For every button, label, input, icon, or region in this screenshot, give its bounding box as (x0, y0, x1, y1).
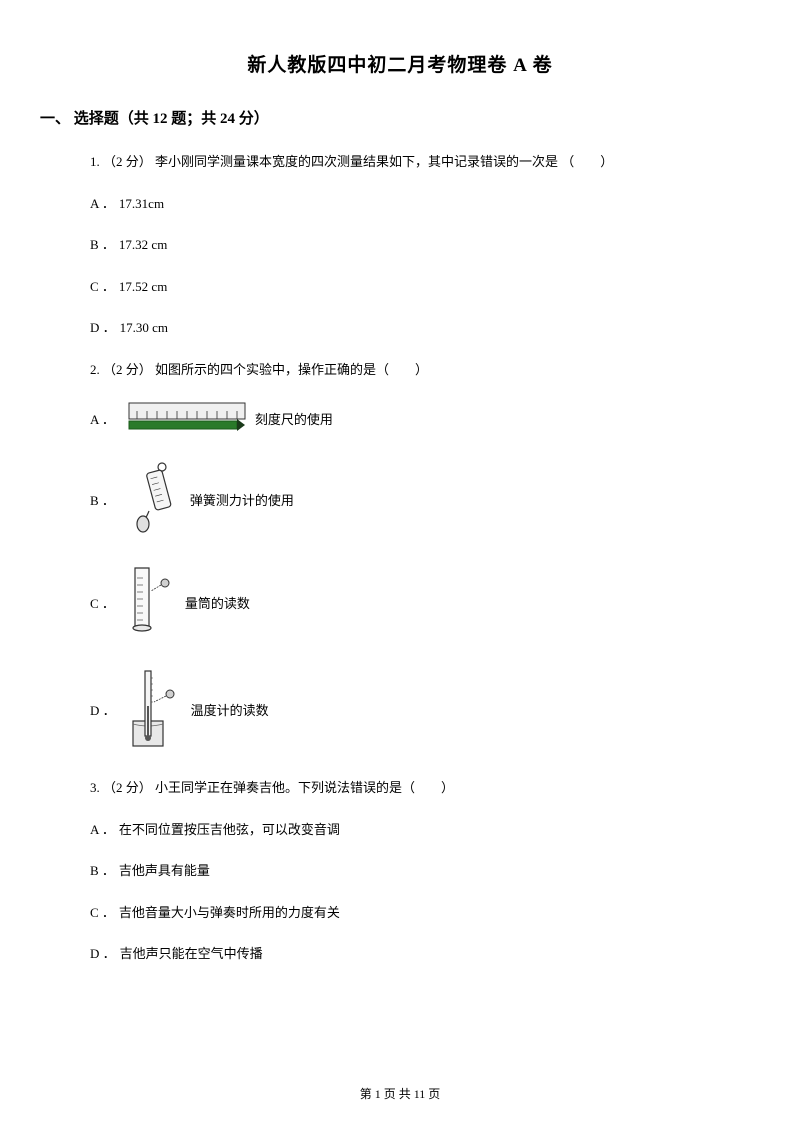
question-text: 李小刚同学测量课本宽度的四次测量结果如下，其中记录错误的一次是 （ ） (155, 154, 613, 169)
q3-option-c: C ． 吉他音量大小与弹奏时所用的力度有关 (90, 903, 740, 923)
q3-option-d: D ． 吉他声只能在空气中传播 (90, 944, 740, 964)
q3-option-a: A ． 在不同位置按压吉他弦，可以改变音调 (90, 820, 740, 840)
question-1: 1. （2 分） 李小刚同学测量课本宽度的四次测量结果如下，其中记录错误的一次是… (90, 152, 740, 172)
option-text: 温度计的读数 (191, 701, 269, 721)
option-text: 吉他音量大小与弹奏时所用的力度有关 (119, 903, 340, 923)
footer-total-pages: 11 (414, 1087, 426, 1101)
option-label: D ． (90, 701, 116, 721)
question-2: 2. （2 分） 如图所示的四个实验中，操作正确的是（ ） (90, 360, 740, 380)
option-text: 在不同位置按压吉他弦，可以改变音调 (119, 820, 340, 840)
option-label: D ． (90, 318, 116, 338)
q1-option-d: D ． 17.30 cm (90, 318, 740, 338)
option-text: 17.30 cm (120, 318, 168, 338)
question-number: 1. (90, 154, 100, 169)
question-text: 如图所示的四个实验中，操作正确的是（ ） (155, 362, 428, 377)
option-text: 弹簧测力计的使用 (190, 491, 294, 511)
page-footer: 第 1 页 共 11 页 (0, 1085, 800, 1102)
question-3: 3. （2 分） 小王同学正在弹奏吉他。下列说法错误的是（ ） (90, 778, 740, 798)
option-label: C ． (90, 903, 115, 923)
footer-suffix: 页 (425, 1087, 440, 1101)
option-label: B ． (90, 861, 115, 881)
question-number: 3. (90, 780, 100, 795)
option-label: D ． (90, 944, 116, 964)
question-points: （2 分） (103, 154, 152, 169)
option-label: C ． (90, 594, 115, 614)
q1-option-c: C ． 17.52 cm (90, 277, 740, 297)
thermometer-icon (128, 666, 183, 757)
section-title: 选择题（共 12 题；共 24 分） (74, 111, 269, 127)
section-header: 一、 选择题（共 12 题；共 24 分） (40, 107, 740, 128)
question-points: （2 分） (103, 362, 152, 377)
q2-option-b: B ． 弹簧测力计的使用 (90, 461, 740, 542)
option-label: A ． (90, 410, 115, 430)
page-title: 新人教版四中初二月考物理卷 A 卷 (60, 50, 740, 77)
spring-scale-icon (127, 461, 182, 542)
section-number: 一、 (40, 111, 70, 127)
option-label: A ． (90, 194, 115, 214)
option-label: B ． (90, 235, 115, 255)
option-label: C ． (90, 277, 115, 297)
q1-option-a: A ． 17.31cm (90, 194, 740, 214)
option-text: 17.32 cm (119, 235, 167, 255)
footer-middle: 页 共 (381, 1087, 414, 1101)
question-number: 2. (90, 362, 100, 377)
q3-option-b: B ． 吉他声具有能量 (90, 861, 740, 881)
q2-option-c: C ． 量筒的读数 (90, 563, 740, 644)
q1-option-b: B ． 17.32 cm (90, 235, 740, 255)
footer-prefix: 第 (360, 1087, 375, 1101)
q2-option-a: A ． 刻度尺的使用 (90, 401, 740, 439)
option-text: 刻度尺的使用 (255, 410, 333, 430)
option-label: A ． (90, 820, 115, 840)
question-points: （2 分） (103, 780, 152, 795)
option-label: B ． (90, 491, 115, 511)
graduated-cylinder-icon (127, 563, 177, 644)
option-text: 吉他声具有能量 (119, 861, 210, 881)
q2-option-d: D ． 温度计的读数 (90, 666, 740, 757)
option-text: 17.31cm (119, 194, 164, 214)
option-text: 17.52 cm (119, 277, 167, 297)
question-text: 小王同学正在弹奏吉他。下列说法错误的是（ ） (155, 780, 454, 795)
option-text: 量筒的读数 (185, 594, 250, 614)
option-text: 吉他声只能在空气中传播 (120, 944, 263, 964)
ruler-icon (127, 401, 247, 439)
